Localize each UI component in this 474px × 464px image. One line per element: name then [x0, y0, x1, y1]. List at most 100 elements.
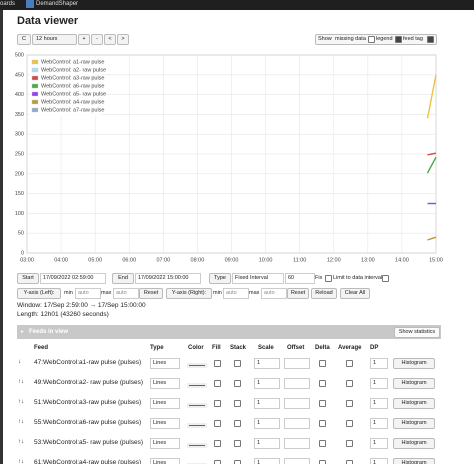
y-left-min[interactable]: auto — [75, 288, 101, 299]
interval-select[interactable]: 12 hours — [32, 34, 77, 45]
delta-checkbox[interactable] — [319, 440, 326, 447]
end-button[interactable]: End — [112, 273, 134, 284]
type-select[interactable]: Lines — [150, 398, 180, 409]
y-right-min[interactable]: auto — [223, 288, 249, 299]
reset-left-button[interactable]: Reset — [139, 288, 163, 299]
fill-checkbox[interactable] — [214, 360, 221, 367]
limit-checkbox[interactable] — [382, 275, 389, 282]
reset-right-button[interactable]: Reset — [287, 288, 309, 299]
pan-right-button[interactable]: > — [117, 34, 129, 45]
offset-input[interactable] — [284, 358, 310, 369]
color-swatch[interactable] — [187, 403, 207, 408]
histogram-button[interactable]: Histogram — [393, 358, 435, 369]
average-checkbox[interactable] — [346, 420, 353, 427]
type-select[interactable]: Lines — [150, 358, 180, 369]
stack-checkbox[interactable] — [234, 420, 241, 427]
offset-input[interactable] — [284, 418, 310, 429]
dp-select[interactable]: 1 — [370, 398, 388, 409]
start-input[interactable]: 17/09/2022 02:59:00 — [40, 273, 106, 284]
show-statistics-button[interactable]: Show statistics — [394, 327, 440, 338]
delta-checkbox[interactable] — [319, 400, 326, 407]
offset-input[interactable] — [284, 438, 310, 449]
fill-checkbox[interactable] — [214, 400, 221, 407]
pan-left-button[interactable]: < — [104, 34, 116, 45]
scale-input[interactable]: 1 — [254, 378, 280, 389]
offset-input[interactable] — [284, 458, 310, 464]
legend-checkbox[interactable] — [395, 36, 402, 43]
color-swatch[interactable] — [187, 383, 207, 388]
refresh-button[interactable]: C — [17, 34, 31, 45]
delta-checkbox[interactable] — [319, 360, 326, 367]
move-arrows[interactable]: ↓ — [18, 359, 21, 365]
stack-checkbox[interactable] — [234, 380, 241, 387]
nav-item[interactable]: oards — [0, 1, 16, 7]
stack-checkbox[interactable] — [234, 440, 241, 447]
legend-label: WebControl: a4-raw pulse — [41, 100, 104, 106]
missing-data-checkbox[interactable] — [368, 36, 375, 43]
scale-input[interactable]: 1 — [254, 458, 280, 464]
fix-checkbox[interactable] — [325, 275, 332, 282]
column-header: Delta — [315, 345, 330, 351]
fill-checkbox[interactable] — [214, 380, 221, 387]
type-select[interactable]: Lines — [150, 418, 180, 429]
y-right-max[interactable]: auto — [261, 288, 287, 299]
delta-checkbox[interactable] — [319, 460, 326, 464]
average-checkbox[interactable] — [346, 460, 353, 464]
stack-checkbox[interactable] — [234, 460, 241, 464]
nav-item[interactable]: DemandShaper — [36, 1, 79, 7]
dp-select[interactable]: 1 — [370, 378, 388, 389]
scale-input[interactable]: 1 — [254, 398, 280, 409]
average-checkbox[interactable] — [346, 380, 353, 387]
delta-checkbox[interactable] — [319, 420, 326, 427]
zoom-in-button[interactable]: + — [78, 34, 90, 45]
histogram-button[interactable]: Histogram — [393, 418, 435, 429]
max-label: max — [101, 290, 112, 296]
clear-all-button[interactable]: Clear All — [340, 288, 370, 299]
color-swatch[interactable] — [187, 443, 207, 448]
type-select[interactable]: Fixed Interval — [232, 273, 284, 284]
type-select[interactable]: Lines — [150, 438, 180, 449]
average-checkbox[interactable] — [346, 440, 353, 447]
move-arrows[interactable]: ↑↓ — [18, 399, 24, 405]
histogram-button[interactable]: Histogram — [393, 398, 435, 409]
fill-checkbox[interactable] — [214, 460, 221, 464]
histogram-button[interactable]: Histogram — [393, 378, 435, 389]
color-swatch[interactable] — [187, 363, 207, 368]
series-line — [426, 74, 437, 119]
fill-checkbox[interactable] — [214, 420, 221, 427]
delta-checkbox[interactable] — [319, 380, 326, 387]
average-checkbox[interactable] — [346, 400, 353, 407]
dp-select[interactable]: 1 — [370, 438, 388, 449]
move-arrows[interactable]: ↑↓ — [18, 459, 24, 464]
dp-select[interactable]: 1 — [370, 358, 388, 369]
zoom-out-button[interactable]: - — [91, 34, 103, 45]
end-input[interactable]: 17/09/2022 15:00:00 — [135, 273, 201, 284]
stack-checkbox[interactable] — [234, 400, 241, 407]
dp-select[interactable]: 1 — [370, 418, 388, 429]
stack-checkbox[interactable] — [234, 360, 241, 367]
color-swatch[interactable] — [187, 423, 207, 428]
column-header: Feed — [34, 345, 49, 351]
offset-input[interactable] — [284, 378, 310, 389]
move-arrows[interactable]: ↑↓ — [18, 419, 24, 425]
move-arrows[interactable]: ↑↓ — [18, 439, 24, 445]
column-header: Scale — [258, 345, 274, 351]
scale-input[interactable]: 1 — [254, 358, 280, 369]
scale-input[interactable]: 1 — [254, 418, 280, 429]
histogram-button[interactable]: Histogram — [393, 458, 435, 464]
y-left-max[interactable]: auto — [113, 288, 139, 299]
collapse-arrow[interactable]: ▸ — [21, 329, 24, 335]
feed-tag-checkbox[interactable] — [427, 36, 434, 43]
dp-select[interactable]: 1 — [370, 458, 388, 464]
histogram-button[interactable]: Histogram — [393, 438, 435, 449]
type-select[interactable]: Lines — [150, 378, 180, 389]
move-arrows[interactable]: ↑↓ — [18, 379, 24, 385]
start-button[interactable]: Start — [17, 273, 39, 284]
scale-input[interactable]: 1 — [254, 438, 280, 449]
average-checkbox[interactable] — [346, 360, 353, 367]
reload-button[interactable]: Reload — [311, 288, 337, 299]
interval-input[interactable]: 60 — [285, 273, 315, 284]
fill-checkbox[interactable] — [214, 440, 221, 447]
offset-input[interactable] — [284, 398, 310, 409]
type-select[interactable]: Lines — [150, 458, 180, 464]
